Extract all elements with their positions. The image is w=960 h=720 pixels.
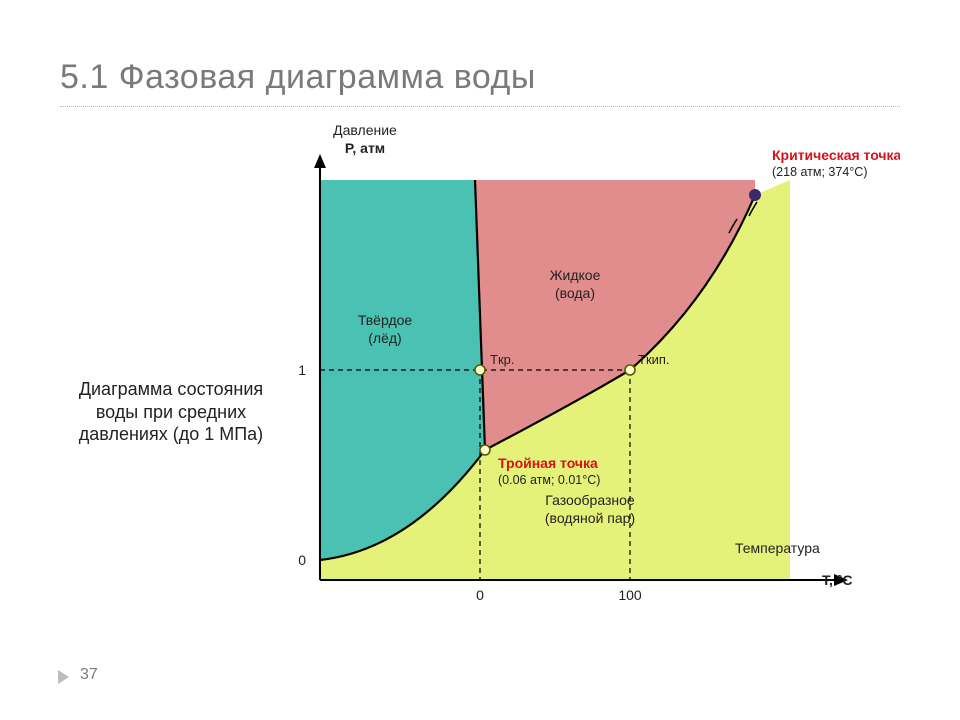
point-critical bbox=[749, 189, 761, 201]
title-rule bbox=[60, 106, 900, 107]
y-tick-1: 0 bbox=[298, 552, 306, 568]
label-gas-1: Газообразное bbox=[545, 492, 635, 508]
label-liquid-1: Жидкое bbox=[550, 267, 601, 283]
callout-critical-sub: (218 атм; 374°C) bbox=[772, 165, 867, 179]
callout-critical-title: Критическая точка bbox=[772, 147, 900, 163]
y-axis-arrow bbox=[314, 154, 326, 168]
label-solid-1: Твёрдое bbox=[358, 312, 413, 328]
page-arrow-icon bbox=[58, 670, 69, 684]
diagram-svg: 100100Твёрдое(лёд)Жидкое(вода)Газообразн… bbox=[280, 120, 900, 610]
callout-triple-sub: (0.06 атм; 0.01°C) bbox=[498, 473, 600, 487]
y-axis-label-2: P, атм bbox=[320, 140, 410, 156]
callout-triple-title: Тройная точка bbox=[498, 455, 598, 471]
x-tick-0: 0 bbox=[476, 587, 484, 603]
page-number: 37 bbox=[80, 666, 98, 684]
point-melt bbox=[475, 365, 485, 375]
label-gas-2: (водяной пар) bbox=[545, 510, 635, 526]
x-axis-label-1: Температура bbox=[735, 540, 820, 556]
marker-tcr: Tкр. bbox=[490, 352, 514, 367]
slide: 5.1 Фазовая диаграмма воды Диаграмма сос… bbox=[0, 0, 960, 720]
x-axis-label-2: T, °C bbox=[822, 572, 853, 588]
label-solid-2: (лёд) bbox=[368, 330, 401, 346]
slide-title: 5.1 Фазовая диаграмма воды bbox=[60, 58, 536, 97]
phase-diagram: 100100Твёрдое(лёд)Жидкое(вода)Газообразн… bbox=[280, 120, 900, 610]
y-tick-0: 1 bbox=[298, 362, 306, 378]
marker-tkip: Tкип. bbox=[638, 352, 670, 367]
point-boil bbox=[625, 365, 635, 375]
x-tick-1: 100 bbox=[618, 587, 642, 603]
diagram-caption: Диаграмма состояния воды при средних дав… bbox=[56, 378, 286, 446]
label-liquid-2: (вода) bbox=[555, 285, 595, 301]
point-triple bbox=[480, 445, 490, 455]
y-axis-label-1: Давление bbox=[320, 122, 410, 138]
